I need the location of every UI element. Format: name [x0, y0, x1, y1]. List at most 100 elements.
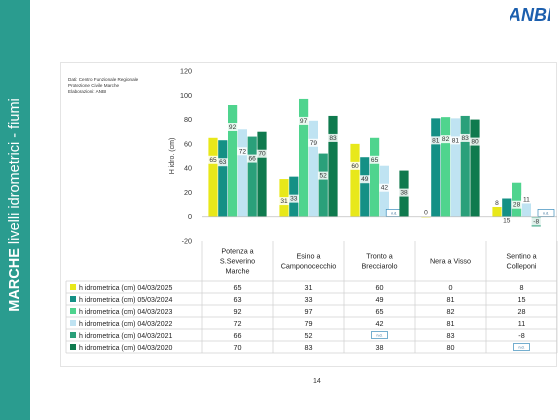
bar: [350, 143, 360, 217]
na-box: [513, 343, 530, 351]
data-label: 72: [239, 148, 247, 155]
bar: [492, 207, 502, 217]
table-cell: 11: [518, 319, 525, 328]
bar: [208, 137, 218, 217]
table-cell: 83: [447, 331, 455, 340]
data-label: 60: [351, 163, 359, 170]
data-label: 28: [513, 202, 521, 209]
bar: [521, 203, 531, 217]
data-label: 49: [361, 176, 369, 183]
data-label: 83: [462, 135, 470, 142]
data-label-box: [422, 208, 430, 217]
data-label: 33: [290, 196, 298, 203]
table-cell: 72: [234, 319, 242, 328]
data-label-box: [237, 147, 248, 156]
data-label: 31: [280, 198, 288, 205]
data-label-box: [440, 135, 451, 144]
data-label: 63: [219, 159, 227, 166]
table-cell: 0: [449, 283, 453, 292]
bar: [450, 118, 460, 217]
y-tick-label: 40: [184, 164, 192, 173]
table-cell: n.d.: [377, 334, 383, 338]
table-cell: n.d.: [519, 346, 525, 350]
data-label-box: [369, 155, 380, 164]
data-label: 65: [371, 157, 379, 164]
data-label: 15: [503, 218, 511, 225]
table-cell: 63: [234, 295, 242, 304]
table-cell: 81: [447, 295, 455, 304]
legend-label: h idrometrica (cm) 04/03/2023: [79, 309, 172, 316]
category-label: Marche: [226, 267, 250, 276]
category-label: Colleponi: [507, 262, 537, 271]
table-cell: -8: [518, 331, 524, 340]
data-label-box: [530, 217, 542, 226]
y-tick-label: 80: [184, 115, 192, 124]
y-tick-label: 60: [184, 139, 192, 148]
data-label-box: [227, 123, 238, 131]
side-band: [0, 0, 30, 420]
table-cell: 65: [234, 283, 242, 292]
bar: [257, 131, 267, 217]
data-label-box: [501, 216, 513, 225]
anbi-logo: ANBI: [510, 5, 550, 24]
table-cell: 65: [376, 307, 384, 316]
data-label: 70: [258, 151, 266, 158]
table-cell: 83: [305, 343, 313, 352]
bar: [502, 198, 512, 217]
data-label-box: [256, 149, 268, 158]
source-line: Protezione Civile Marche: [68, 83, 120, 89]
data-label: 83: [329, 135, 337, 142]
table-cell: 97: [305, 307, 313, 316]
legend-swatch: [70, 296, 76, 302]
table-cell: 8: [520, 283, 524, 292]
data-label: 11: [523, 196, 530, 203]
na-box: [371, 331, 388, 339]
table-cell: 15: [518, 295, 526, 304]
data-label-box: [459, 133, 471, 142]
y-tick-label: 100: [180, 91, 192, 100]
data-label-box: [450, 136, 461, 145]
data-label-box: [327, 133, 339, 142]
legend-swatch: [70, 308, 76, 314]
table-cell: 80: [447, 343, 455, 352]
legend-label: h idrometrica (cm) 04/03/2021: [79, 333, 172, 340]
bar: [247, 136, 257, 217]
data-label-box: [317, 171, 329, 180]
category-label: Camponocecchio: [281, 262, 337, 271]
data-label: 8: [495, 200, 499, 207]
category-label: Sentino a: [506, 252, 536, 261]
data-label-box: [217, 158, 229, 167]
bar: [460, 115, 470, 217]
data-label: 0: [424, 210, 428, 217]
anbi-logo-text: ANBI: [510, 5, 550, 24]
category-label: Brecciarolo: [362, 262, 398, 271]
table-cell: 28: [518, 307, 526, 316]
bar: [218, 140, 228, 217]
table-cell: 66: [234, 331, 242, 340]
data-label-box: [278, 197, 290, 206]
data-label-box: [308, 138, 319, 147]
data-label-box: [359, 175, 371, 184]
category-label: Esino a: [297, 252, 321, 261]
y-axis-title: H idro. (cm): [169, 138, 176, 175]
source-line: Dati: Centro Funzionale Regionale: [68, 77, 139, 82]
bar: [370, 137, 380, 217]
bar: [512, 182, 522, 217]
data-label: 38: [400, 190, 408, 197]
bar: [431, 118, 441, 217]
data-label: 97: [300, 118, 308, 125]
data-label-box: [349, 161, 361, 170]
table-cell: 49: [376, 295, 384, 304]
table-cell: 31: [305, 283, 313, 292]
data-label-box: [398, 188, 410, 197]
data-label: 79: [310, 140, 318, 147]
table-cell: 79: [305, 319, 313, 328]
data-label-box: [430, 136, 442, 145]
page-number: 14: [313, 378, 321, 385]
bar: [470, 119, 480, 217]
legend-label: h idrometrica (cm) 05/03/2024: [79, 297, 172, 304]
data-label: 82: [442, 136, 450, 143]
table-cell: 38: [376, 343, 384, 352]
na-label: n.d.: [543, 211, 549, 215]
data-label: -8: [533, 218, 539, 225]
